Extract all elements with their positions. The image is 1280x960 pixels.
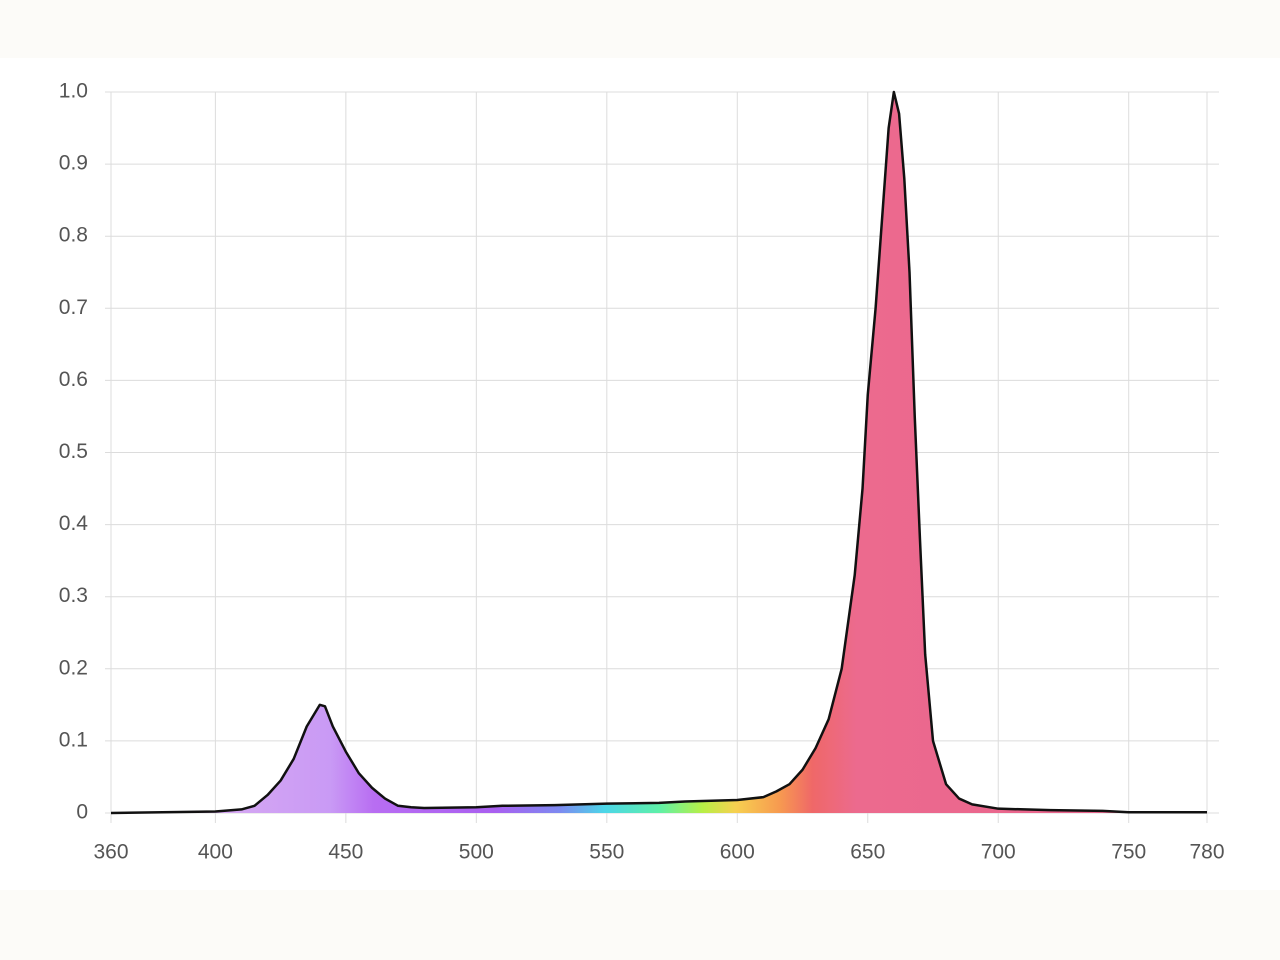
x-tick-label: 400	[198, 841, 233, 864]
area-line	[110, 90, 1207, 815]
y-tick-label: 1.0	[59, 80, 88, 103]
y-tick-label: 0.8	[59, 224, 88, 247]
y-tick-label: 0.4	[59, 512, 89, 535]
x-tick-label: 550	[589, 841, 624, 864]
x-tick-label: 600	[720, 841, 755, 864]
x-tick-label: 450	[328, 841, 363, 864]
x-tick-label: 500	[459, 841, 494, 864]
y-tick-label: 0.9	[59, 152, 88, 175]
x-tick-label: 650	[850, 841, 885, 864]
x-tick-label: 700	[981, 841, 1016, 864]
x-tick-label: 750	[1111, 841, 1146, 864]
y-tick-label: 0.2	[59, 656, 88, 679]
y-tick-label: 0.3	[59, 584, 88, 607]
labels: 0 0.1 0.2 0.3 0.4 0.5 0.6 0.7 0.8 0.9 1.0 360 400 450…	[59, 80, 1225, 864]
x-tick-label: 360	[93, 841, 128, 864]
plot	[110, 90, 1207, 815]
x-tick-label: 780	[1189, 841, 1224, 864]
y-tick-label: 0.6	[59, 368, 88, 391]
y-tick-label: 0.5	[59, 440, 88, 463]
chart-background	[0, 58, 1280, 890]
y-tick-label: 0.7	[59, 296, 88, 319]
y-tick-label: 0.1	[59, 728, 88, 751]
y-tick-label: 0	[76, 801, 88, 824]
